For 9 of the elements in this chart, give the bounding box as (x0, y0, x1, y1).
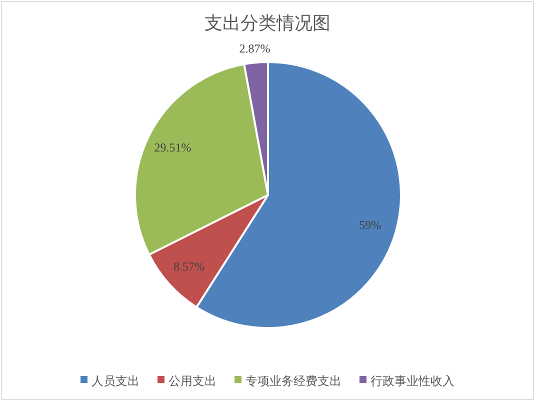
legend-label: 人员支出 (92, 374, 140, 388)
data-label: 8.57% (174, 259, 205, 274)
legend-label: 公用支出 (168, 374, 216, 388)
chart-title: 支出分类情况图 (204, 13, 330, 33)
data-label: 2.87% (239, 42, 270, 56)
data-label: 29.51% (154, 140, 192, 154)
data-label: 59% (359, 218, 382, 232)
legend-label: 行政事业性收入 (370, 374, 454, 388)
legend-label: 专项业务经费支出 (246, 374, 342, 388)
